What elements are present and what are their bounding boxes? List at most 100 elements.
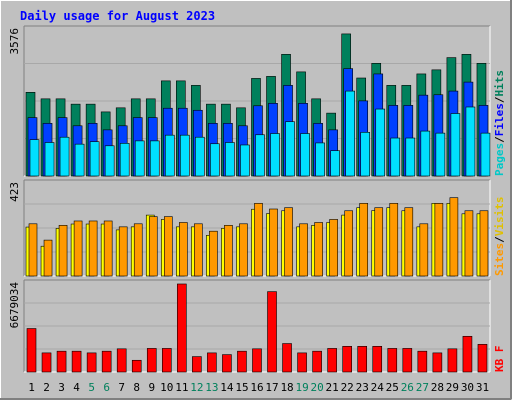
x-axis-day-labels: 1 2 3 4 5 6 7 8 9 10 11 12 13 14 15 16 17 18 19 20 21 22 23 24 2…: [28, 381, 489, 394]
bar-kb-day-30: [462, 335, 473, 373]
y-max-label: 423: [8, 182, 21, 202]
x-tick-day-12: 12: [190, 381, 203, 394]
x-tick-day-24: 24: [371, 381, 385, 394]
chart-title: Daily usage for August 2023: [20, 9, 215, 23]
bar-pages-day-24: [375, 108, 386, 177]
x-tick-day-28: 28: [431, 381, 444, 394]
x-tick-day-27: 27: [416, 381, 429, 394]
bar-visits-day-19: [299, 223, 308, 277]
legend-files: Files: [493, 103, 506, 136]
x-tick-day-3: 3: [58, 381, 65, 394]
x-tick-day-8: 8: [133, 381, 140, 394]
x-tick-day-18: 18: [280, 381, 293, 394]
bar-pages-day-25: [390, 137, 401, 177]
bar-visits-day-18: [284, 207, 293, 277]
bar-pages-day-4: [74, 143, 85, 177]
bar-pages-day-27: [420, 130, 431, 177]
bar-pages-day-16: [255, 134, 265, 177]
x-tick-day-21: 21: [326, 381, 339, 394]
x-tick-day-2: 2: [43, 381, 50, 394]
x-tick-day-19: 19: [295, 381, 308, 394]
bar-visits-day-30: [464, 210, 474, 277]
bar-pages-day-15: [240, 144, 250, 177]
bar-kb-day-13: [207, 352, 217, 373]
bar-kb-day-2: [41, 352, 52, 373]
x-tick-day-10: 10: [160, 381, 173, 394]
x-tick-day-4: 4: [73, 381, 80, 394]
legend-pages: Pages: [493, 143, 506, 176]
bar-kb-day-28: [432, 352, 443, 373]
bar-pages-day-17: [270, 133, 280, 177]
bar-pages-day-2: [44, 142, 55, 177]
bar-pages-day-14: [225, 142, 235, 177]
x-tick-day-17: 17: [265, 381, 278, 394]
bar-pages-day-13: [210, 143, 220, 177]
bar-kb-day-17: [267, 291, 277, 373]
legend-separator: /: [493, 136, 506, 143]
chart-panels: 3576Pages/Files/Hits423Sites/Visits66790…: [8, 25, 506, 373]
bar-kb-day-3: [56, 350, 67, 373]
x-tick-day-15: 15: [235, 381, 248, 394]
series-legend: Pages/Files/Hits: [493, 70, 506, 176]
bar-visits-day-13: [209, 230, 218, 277]
bar-pages-day-28: [435, 132, 446, 177]
series-legend: KB F: [493, 346, 506, 373]
x-tick-day-11: 11: [175, 381, 188, 394]
bar-pages-day-20: [315, 142, 325, 177]
bar-pages-day-9: [149, 140, 160, 177]
y-max-label: 3576: [8, 28, 21, 55]
bar-visits-day-15: [239, 223, 248, 277]
bar-pages-day-12: [195, 136, 205, 177]
x-tick-day-30: 30: [461, 381, 474, 394]
bar-visits-day-6: [103, 220, 113, 277]
legend-kb-f: KB F: [493, 346, 506, 373]
legend-hits: Hits: [493, 70, 506, 97]
legend-visits: Visits: [493, 197, 506, 237]
x-tick-day-5: 5: [88, 381, 95, 394]
x-tick-day-9: 9: [148, 381, 155, 394]
bar-kb-day-11: [177, 283, 187, 373]
bar-visits-day-2: [43, 239, 53, 277]
bar-pages-day-7: [119, 143, 130, 177]
bar-visits-day-25: [389, 203, 399, 277]
bar-kb-day-27: [417, 350, 428, 373]
bar-visits-day-17: [269, 208, 278, 277]
x-tick-day-26: 26: [401, 381, 414, 394]
series-legend: Sites/Visits: [493, 197, 506, 277]
panel-3: 6679034 KB F: [8, 279, 506, 373]
x-tick-day-29: 29: [446, 381, 459, 394]
bar-visits-day-9: [148, 216, 158, 277]
x-tick-day-14: 14: [220, 381, 234, 394]
x-tick-day-16: 16: [250, 381, 263, 394]
bar-visits-day-8: [133, 223, 143, 277]
bar-visits-day-10: [163, 216, 173, 277]
bar-kb-day-5: [86, 352, 97, 373]
bar-kb-day-31: [477, 344, 488, 373]
bar-kb-day-20: [312, 350, 322, 373]
bar-visits-day-26: [404, 207, 414, 277]
bar-pages-day-5: [89, 141, 100, 177]
x-tick-day-31: 31: [476, 381, 489, 394]
bar-kb-day-21: [327, 348, 337, 373]
bar-pages-day-19: [300, 133, 310, 177]
bar-kb-day-7: [116, 348, 127, 373]
x-tick-day-13: 13: [205, 381, 218, 394]
bar-pages-day-18: [285, 121, 295, 177]
legend-separator: /: [493, 96, 506, 103]
y-max-label: 6679034: [8, 282, 21, 329]
bar-visits-day-3: [58, 225, 68, 277]
bar-pages-day-30: [465, 106, 476, 177]
bar-visits-day-24: [374, 207, 384, 277]
bar-visits-day-4: [73, 220, 83, 277]
bar-pages-day-6: [104, 145, 115, 177]
bar-kb-day-9: [146, 348, 157, 373]
bar-visits-day-5: [88, 220, 98, 277]
bar-kb-day-19: [297, 352, 307, 373]
bar-kb-day-6: [101, 350, 112, 373]
bar-kb-day-24: [372, 346, 383, 373]
bar-pages-day-29: [450, 113, 461, 177]
bar-visits-day-14: [224, 225, 233, 277]
panel-2: 423 Sites/Visits: [8, 179, 506, 277]
bar-pages-day-26: [405, 137, 416, 177]
